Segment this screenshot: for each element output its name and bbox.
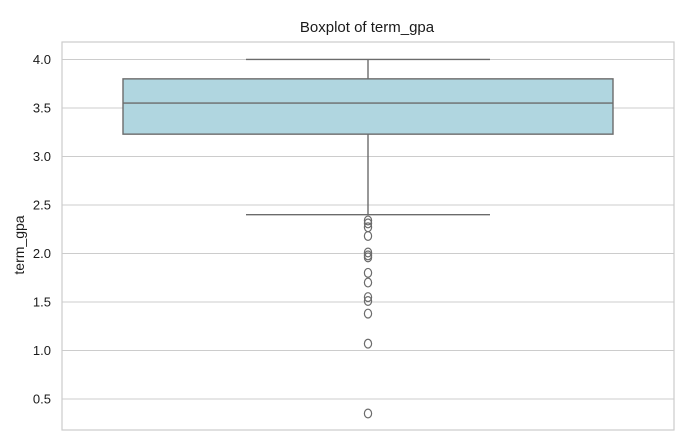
y-tick-label: 3.5 bbox=[33, 100, 51, 115]
box-group bbox=[122, 58, 614, 216]
chart-title: Boxplot of term_gpa bbox=[300, 19, 435, 36]
outlier-point bbox=[363, 408, 373, 419]
y-tick-label: 2.0 bbox=[33, 246, 51, 261]
outlier-point bbox=[363, 295, 373, 306]
y-tick-labels: 0.5 1.0 1.5 2.0 2.5 3.0 3.5 4.0 bbox=[33, 52, 51, 406]
outlier-point bbox=[363, 231, 373, 242]
y-tick-label: 4.0 bbox=[33, 52, 51, 67]
y-tick-label: 1.5 bbox=[33, 294, 51, 309]
outlier-point bbox=[363, 277, 373, 288]
outlier-point bbox=[363, 338, 373, 349]
outlier-point bbox=[363, 267, 373, 278]
y-tick-label: 2.5 bbox=[33, 197, 51, 212]
outlier-point bbox=[363, 218, 373, 229]
plot-area-frame bbox=[61, 41, 675, 431]
outliers-group bbox=[363, 215, 373, 419]
outlier-point bbox=[363, 247, 373, 258]
outlier-point bbox=[363, 308, 373, 319]
y-axis-label: term_gpa bbox=[11, 215, 27, 274]
outlier-point bbox=[363, 252, 373, 263]
y-tick-label: 0.5 bbox=[33, 391, 51, 406]
iqr-box bbox=[122, 78, 614, 135]
y-tick-label: 1.0 bbox=[33, 343, 51, 358]
outlier-point bbox=[363, 292, 373, 303]
outlier-point bbox=[363, 215, 373, 226]
y-tick-label: 3.0 bbox=[33, 149, 51, 164]
